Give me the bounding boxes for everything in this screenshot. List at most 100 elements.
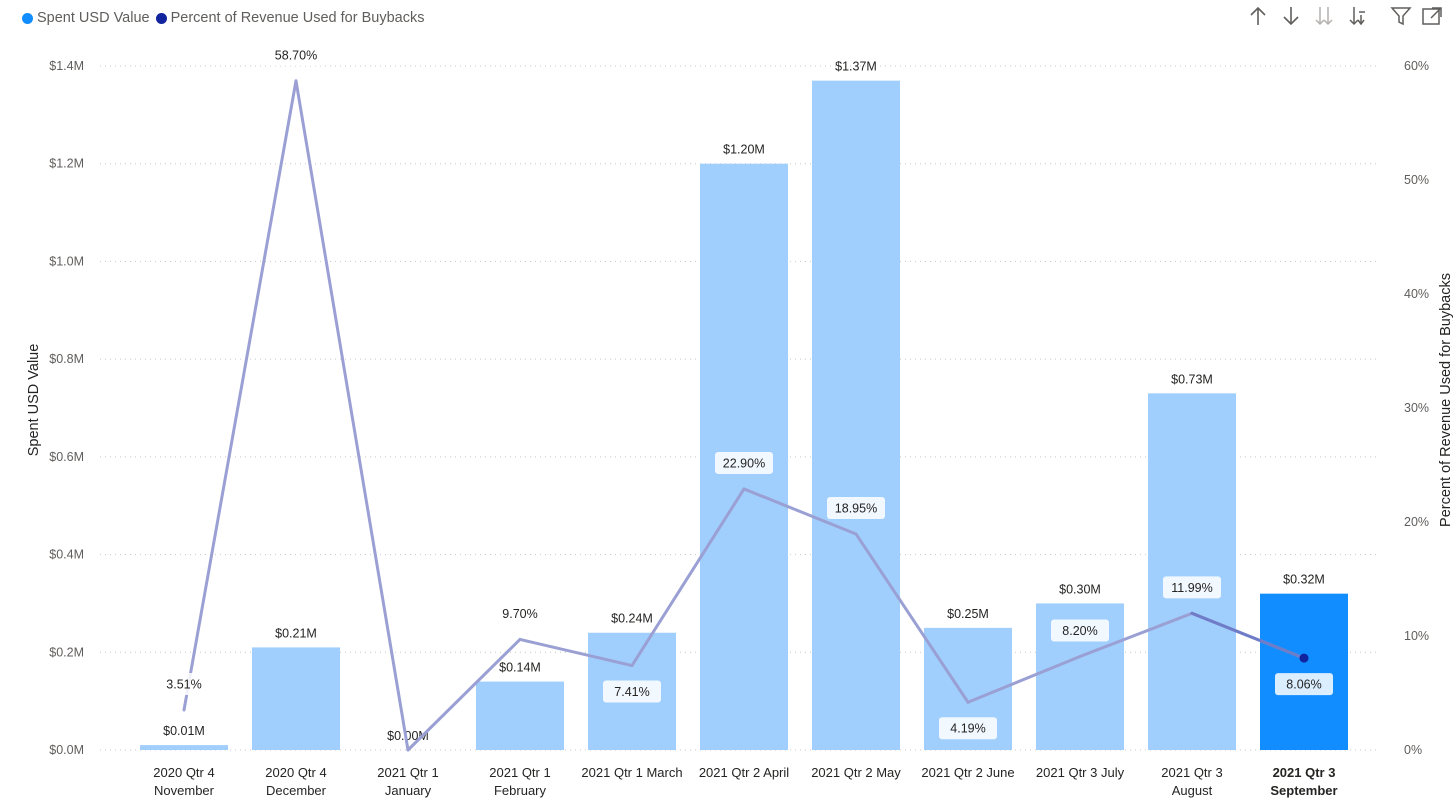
left-tick-label: $0.2M	[49, 645, 84, 659]
right-tick-label: 50%	[1404, 173, 1429, 187]
legend-marker-percent	[155, 12, 167, 24]
bar[interactable]	[1148, 393, 1236, 750]
line-data-label: 8.06%	[1286, 678, 1321, 692]
left-axis-title: Spent USD Value	[26, 344, 42, 457]
category-label: 2020 Qtr 4	[265, 765, 326, 780]
bar[interactable]	[476, 681, 564, 750]
arrow-down-icon[interactable]	[1279, 4, 1303, 28]
line-data-labels: 3.51% 58.70% 9.70% 7.41% 22.90% 18.95% 4.19% 8.…	[155, 43, 1333, 740]
line-data-label: 18.95%	[835, 501, 877, 515]
left-axis: $0.0M $0.2M $0.4M $0.6M $0.8M $1.0M $1.2M $1.4M	[49, 59, 84, 757]
right-tick-label: 60%	[1404, 59, 1429, 73]
line-label-bg	[155, 672, 213, 695]
category-label: 2020 Qtr 4	[153, 765, 214, 780]
right-tick-label: 40%	[1404, 287, 1429, 301]
line-data-label: 7.41%	[614, 685, 649, 699]
bar[interactable]	[1260, 593, 1348, 750]
line-data-label: 8.20%	[1062, 624, 1097, 638]
line-label-bg	[827, 496, 885, 519]
left-tick-label: $0.6M	[49, 450, 84, 464]
line-data-label: 9.70%	[502, 607, 537, 621]
line-segment	[182, 79, 298, 712]
line-segment	[854, 532, 970, 704]
line-label-bg	[491, 602, 549, 625]
bar[interactable]	[140, 745, 228, 750]
category-axis: 2020 Qtr 4 November 2020 Qtr 4 December 2021…	[153, 765, 1337, 798]
right-tick-label: 10%	[1404, 629, 1429, 643]
left-tick-label: $1.2M	[49, 157, 84, 171]
right-tick-label: 0%	[1404, 743, 1422, 757]
category-label: 2021 Qtr 2 June	[921, 765, 1014, 780]
line-segment	[966, 655, 1082, 704]
line-segment	[630, 487, 746, 668]
right-tick-label: 20%	[1404, 515, 1429, 529]
legend-item-spent[interactable]: Spent USD Value	[22, 10, 150, 26]
category-label: 2021 Qtr 1	[489, 765, 550, 780]
legend-item-percent[interactable]: Percent of Revenue Used for Buybacks	[155, 10, 425, 26]
category-label: 2021 Qtr 3	[1273, 765, 1336, 780]
left-tick-label: $0.0M	[49, 743, 84, 757]
bar-data-label: $0.32M	[1283, 573, 1325, 587]
bar-data-label: $0.25M	[947, 607, 989, 621]
filter-icon[interactable]	[1389, 4, 1413, 28]
category-label: 2021 Qtr 1 March	[581, 765, 682, 780]
right-axis: 0% 10% 20% 30% 40% 50% 60%	[1404, 59, 1429, 757]
category-label: August	[1172, 783, 1213, 798]
line-label-bg	[939, 717, 997, 740]
bar-data-label: $0.24M	[611, 612, 653, 626]
legend-label-spent: Spent USD Value	[37, 10, 150, 26]
line-segment	[294, 79, 410, 752]
bar[interactable]	[252, 647, 340, 750]
line-segment	[518, 637, 634, 668]
focus-mode-icon[interactable]	[1420, 4, 1444, 28]
category-label: 2021 Qtr 2 April	[699, 765, 789, 780]
bar-data-label: $1.37M	[835, 60, 877, 74]
line-label-bg	[267, 43, 325, 66]
line-segment	[406, 637, 522, 752]
bar-data-label: $0.30M	[1059, 582, 1101, 596]
right-tick-label: 30%	[1404, 401, 1429, 415]
line-data-label: 3.51%	[166, 677, 201, 691]
line-point-highlighted[interactable]	[1299, 653, 1309, 663]
legend-marker-spent	[22, 12, 33, 24]
bar-data-label: $0.21M	[275, 626, 317, 640]
line-segment	[742, 487, 858, 536]
category-label: September	[1270, 783, 1337, 798]
line-segment	[1078, 611, 1194, 659]
right-axis-title: Percent of Revenue Used for Buybacks	[1438, 273, 1454, 527]
line-data-label: 4.19%	[950, 722, 985, 736]
line-label-bg	[603, 680, 661, 703]
category-label: December	[266, 783, 327, 798]
category-label: November	[154, 783, 215, 798]
bar-data-label: $0.14M	[499, 661, 541, 675]
line-label-bg	[1275, 673, 1333, 696]
legend-label-percent: Percent of Revenue Used for Buybacks	[170, 10, 425, 26]
visual-header-toolbar	[1246, 4, 1456, 30]
bar-data-label: $0.73M	[1171, 372, 1213, 386]
chart-legend: Spent USD Value Percent of Revenue Used …	[22, 10, 430, 26]
arrow-up-icon[interactable]	[1246, 4, 1270, 28]
line-label-bg	[1051, 619, 1109, 642]
bar-data-label: $1.20M	[723, 143, 765, 157]
line-data-label: 22.90%	[723, 456, 765, 470]
category-label: February	[494, 783, 547, 798]
left-tick-label: $0.8M	[49, 352, 84, 366]
double-arrow-down-icon[interactable]	[1312, 4, 1336, 28]
line-label-bg	[1163, 576, 1221, 599]
left-tick-label: $1.0M	[49, 254, 84, 268]
line-data-label: 11.99%	[1171, 581, 1212, 595]
line-label-bg	[715, 451, 773, 474]
category-label: 2021 Qtr 1	[377, 765, 438, 780]
bar-series	[140, 80, 1348, 750]
expand-hierarchy-icon[interactable]	[1346, 4, 1370, 28]
bar[interactable]	[812, 80, 900, 750]
category-label: 2021 Qtr 2 May	[811, 765, 901, 780]
line-segment-highlighted	[1190, 611, 1306, 660]
left-tick-label: $0.4M	[49, 548, 84, 562]
category-label: 2021 Qtr 3 July	[1036, 765, 1125, 780]
line-series	[182, 79, 1309, 752]
left-tick-label: $1.4M	[49, 59, 84, 73]
line-data-label: 58.70%	[275, 48, 317, 62]
